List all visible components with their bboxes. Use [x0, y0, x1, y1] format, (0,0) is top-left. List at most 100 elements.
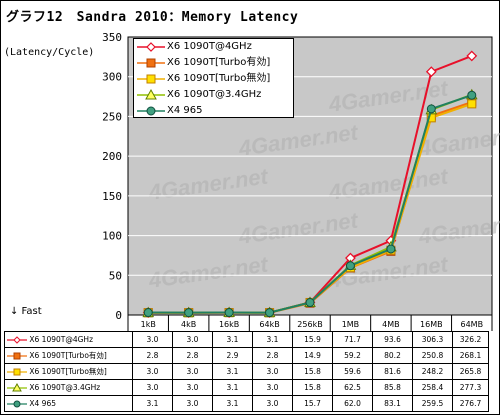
x-tick-label: 64MB: [460, 320, 483, 329]
table-cell: 3.1: [212, 395, 253, 412]
table-cell: 3.0: [252, 363, 293, 380]
x-tick-label: 256kB: [297, 320, 322, 329]
table-cell: 15.8: [292, 379, 333, 396]
x-tick-label: 1MB: [342, 320, 359, 329]
y-tick-label: 50: [109, 269, 122, 282]
table-cell: 277.3: [452, 379, 489, 396]
table-cell: 3.0: [252, 395, 293, 412]
y-tick-label: 0: [115, 309, 122, 322]
table-cell: 3.0: [132, 379, 173, 396]
table-cell: 3.1: [212, 363, 253, 380]
table-marker-diamond-icon: [7, 335, 27, 344]
table-cell: 3.0: [172, 395, 213, 412]
y-tick-label: 150: [102, 190, 122, 203]
legend-label: X6 1090T@3.4GHz: [167, 89, 262, 100]
table-cell: 81.6: [372, 363, 413, 380]
y-tick-label: 300: [102, 71, 122, 84]
table-series-cell: X6 1090T@4GHz: [4, 331, 133, 348]
legend-label: X6 1090T[Turbo有効]: [167, 57, 271, 68]
table-cell: 3.1: [132, 395, 173, 412]
table-cell: 326.2: [452, 331, 489, 348]
table-cell: 83.1: [372, 395, 413, 412]
table-cell: 276.7: [452, 395, 489, 412]
table-cell: 2.9: [212, 347, 253, 364]
data-point: [386, 244, 396, 254]
fast-indicator: ↓ Fast: [10, 306, 42, 317]
legend-label: X6 1090T[Turbo無効]: [167, 73, 271, 84]
table-cell: 15.8: [292, 363, 333, 380]
series-5: [143, 90, 477, 318]
data-point: [425, 66, 437, 78]
data-point: [224, 308, 234, 318]
table-cell: 3.0: [172, 331, 213, 348]
data-point: [184, 308, 194, 318]
table-row: X6 1090T@4GHz 3.0 3.0 3.1 3.1 15.9 71.7 …: [4, 331, 489, 348]
legend-label: X4 965: [167, 105, 203, 116]
table-row: X6 1090T[Turbo有効] 2.8 2.8 2.9 2.8 14.9 5…: [4, 347, 489, 364]
legend-marker-square-icon: [137, 58, 165, 68]
table-series-name: X6 1090T@4GHz: [29, 334, 94, 344]
table-cell: 3.0: [172, 363, 213, 380]
table-marker-triangle-icon: [7, 382, 27, 391]
table-cell: 15.9: [292, 331, 333, 348]
x-tick-label: 16kB: [219, 320, 239, 329]
table-cell: 62.0: [332, 395, 373, 412]
table-cell: 3.1: [212, 379, 253, 396]
table-cell: 258.4: [412, 379, 453, 396]
table-cell: 2.8: [172, 347, 213, 364]
table-marker-square-icon: [7, 352, 27, 360]
y-tick-label: 100: [102, 230, 122, 243]
table-series-name: X4 965: [29, 398, 56, 408]
table-cell: 248.2: [412, 363, 453, 380]
table-series-cell: X6 1090T[Turbo無効]: [4, 363, 133, 380]
table-cell: 15.7: [292, 395, 333, 412]
chart-title: グラフ12 Sandra 2010：Memory Latency: [6, 10, 299, 25]
table-row: X6 1090T@3.4GHz 3.0 3.0 3.1 3.0 15.8 62.…: [4, 379, 489, 396]
table-row: X4 965 3.1 3.0 3.1 3.0 15.7 62.0 83.1 25…: [4, 395, 489, 412]
y-axis-label: (Latency/Cycle): [4, 47, 95, 58]
data-point: [265, 308, 275, 318]
table-cell: 59.6: [332, 363, 373, 380]
data-point: [467, 90, 477, 100]
table-cell: 93.6: [372, 331, 413, 348]
x-tick-label: 4kB: [181, 320, 196, 329]
data-point: [143, 308, 153, 318]
table-cell: 268.1: [452, 347, 489, 364]
x-tick-labels: 1kB 4kB 16kB 64kB 256kB 1MB 4MB 16MB 64MB: [127, 315, 493, 331]
table-series-cell: X4 965: [4, 395, 133, 412]
legend-marker-square-icon: [137, 74, 165, 84]
table-series-name: X6 1090T[Turbo無効]: [29, 367, 107, 376]
table-cell: 3.1: [252, 331, 293, 348]
legend-marker-diamond-icon: [137, 42, 165, 52]
table-cell: 71.7: [332, 331, 373, 348]
legend: X6 1090T@4GHz X6 1090T[Turbo有効] X6 1090T…: [133, 38, 294, 118]
data-point: [467, 99, 477, 109]
legend-item: X6 1090T@4GHz: [134, 39, 293, 55]
table-cell: 3.0: [252, 379, 293, 396]
table-cell: 14.9: [292, 347, 333, 364]
y-tick-label: 250: [102, 110, 122, 123]
table-series-name: X6 1090T@3.4GHz: [29, 382, 101, 392]
legend-item: X6 1090T[Turbo有効]: [134, 55, 293, 71]
x-tick-label: 64kB: [259, 320, 279, 329]
table-cell: 3.0: [132, 363, 173, 380]
data-point: [345, 261, 355, 271]
y-tick-labels: 0 50 100 150 200 250 300 350: [102, 31, 122, 322]
table-row: X6 1090T[Turbo無効] 3.0 3.0 3.1 3.0 15.8 5…: [4, 363, 489, 380]
table-marker-square-icon: [7, 368, 27, 376]
table-cell: 259.5: [412, 395, 453, 412]
x-tick-label: 1kB: [141, 320, 156, 329]
table-series-cell: X6 1090T@3.4GHz: [4, 379, 133, 396]
legend-marker-circle-icon: [137, 106, 165, 116]
table-cell: 80.2: [372, 347, 413, 364]
legend-marker-triangle-icon: [137, 88, 165, 100]
table-cell: 2.8: [252, 347, 293, 364]
table-cell: 306.3: [412, 331, 453, 348]
table-cell: 3.0: [172, 379, 213, 396]
x-tick-label: 16MB: [420, 320, 443, 329]
table-cell: 59.2: [332, 347, 373, 364]
table-cell: 3.0: [132, 331, 173, 348]
legend-item: X6 1090T[Turbo無効]: [134, 71, 293, 87]
table-cell: 265.8: [452, 363, 489, 380]
legend-item: X6 1090T@3.4GHz: [134, 87, 293, 103]
